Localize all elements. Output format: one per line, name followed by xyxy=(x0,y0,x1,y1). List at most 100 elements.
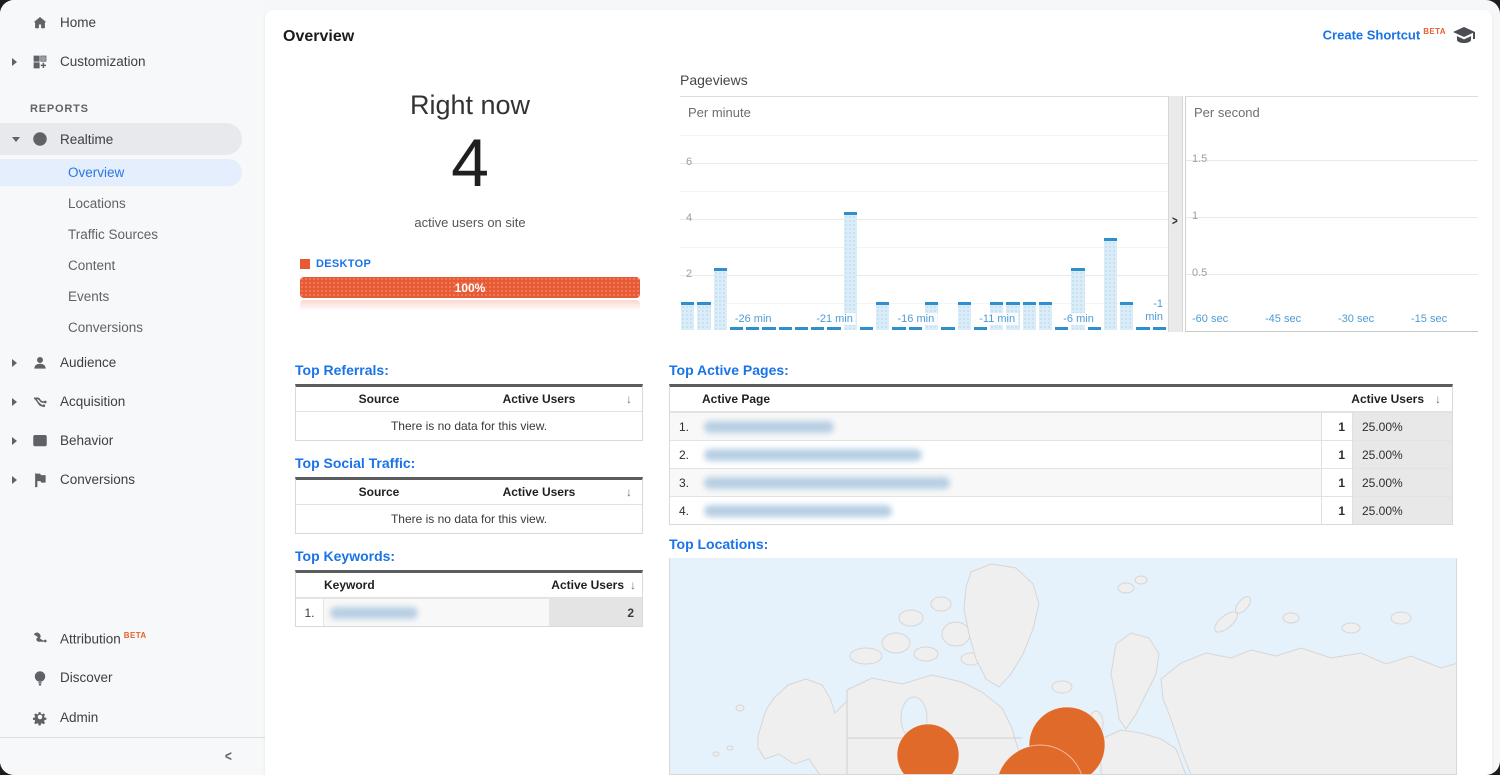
keyword-row[interactable]: 1. 2 xyxy=(296,598,642,626)
active-users-value: 1 xyxy=(1321,497,1353,524)
column-header-active-users[interactable]: Active Users xyxy=(502,392,576,406)
clock-icon xyxy=(30,129,50,149)
pageviews-bar xyxy=(827,327,841,330)
sidebar-item-attribution[interactable]: Attribution BETA xyxy=(0,619,265,659)
create-shortcut-link[interactable]: Create Shortcut BETA xyxy=(1322,27,1446,43)
pageviews-bar xyxy=(778,327,792,330)
gridline xyxy=(1186,217,1478,218)
x-axis-tick: -30 sec xyxy=(1338,313,1375,325)
row-rank: 4. xyxy=(678,503,689,518)
sidebar-bottom-nav: Attribution BETA Discover Admin xyxy=(0,619,265,738)
beta-badge: BETA xyxy=(123,630,147,640)
empty-table-message: There is no data for this view. xyxy=(390,419,548,433)
active-page-row[interactable]: 1. 1 25.00% xyxy=(670,412,1452,440)
active-page-row[interactable]: 3. 1 25.00% xyxy=(670,468,1452,496)
x-axis-tick: -15 sec xyxy=(1411,313,1448,325)
column-header-keyword[interactable]: Keyword xyxy=(324,578,375,592)
pageviews-bar xyxy=(941,327,955,330)
sidebar-item-behavior[interactable]: Behavior xyxy=(0,421,265,460)
desktop-legend-swatch xyxy=(300,259,310,269)
expand-chart-button[interactable]: > xyxy=(1168,96,1183,332)
top-active-pages-title: Top Active Pages: xyxy=(669,362,789,378)
x-axis-tick: -1 min xyxy=(1134,297,1166,325)
pageviews-bar xyxy=(892,327,906,330)
sort-descending-icon[interactable]: ↓ xyxy=(626,485,632,499)
device-legend: DESKTOP xyxy=(300,258,640,270)
gridline xyxy=(1186,160,1478,161)
pageviews-bar xyxy=(908,327,922,330)
sidebar-item-home[interactable]: Home xyxy=(0,3,265,42)
pageviews-bar xyxy=(762,327,776,330)
desktop-legend-label: DESKTOP xyxy=(316,258,372,270)
sidebar-item-content[interactable]: Content xyxy=(0,250,265,281)
active-page-row[interactable]: 4. 1 25.00% xyxy=(670,496,1452,524)
collapse-sidebar-button[interactable]: < xyxy=(225,748,233,765)
pageviews-bar xyxy=(1120,302,1134,330)
active-users-value: 1 xyxy=(1321,413,1353,440)
sidebar-item-conversions[interactable]: Conversions xyxy=(0,460,265,499)
pageviews-bar xyxy=(1103,237,1118,330)
active-users-count: 4 xyxy=(451,125,489,201)
sidebar-item-label: Events xyxy=(68,289,110,304)
graduation-cap-icon[interactable] xyxy=(1452,24,1476,48)
pageviews-bar xyxy=(859,327,874,330)
page-title: Overview xyxy=(283,28,355,45)
y-axis-tick: 2 xyxy=(686,267,693,280)
x-axis-tick: -60 sec xyxy=(1192,313,1229,325)
column-header-source[interactable]: Source xyxy=(358,485,400,499)
sidebar-item-events[interactable]: Events xyxy=(0,281,265,312)
pageviews-bar xyxy=(681,302,695,330)
active-users-percent: 25.00% xyxy=(1353,441,1452,468)
sort-descending-icon[interactable]: ↓ xyxy=(630,578,636,592)
sort-descending-icon[interactable]: ↓ xyxy=(626,392,632,406)
column-header-active-users[interactable]: Active Users xyxy=(551,578,624,592)
bulb-icon xyxy=(30,668,50,688)
sidebar-item-traffic-sources[interactable]: Traffic Sources xyxy=(0,219,265,250)
column-header-active-page[interactable]: Active Page xyxy=(702,392,771,406)
sidebar-item-label: Traffic Sources xyxy=(68,227,159,242)
sidebar-item-overview[interactable]: Overview xyxy=(0,157,265,188)
pageviews-bar xyxy=(811,327,825,330)
empty-table-message: There is no data for this view. xyxy=(390,512,548,526)
column-header-active-users[interactable]: Active Users xyxy=(1351,392,1424,406)
row-rank: 2. xyxy=(678,447,689,462)
top-keywords-widget: Top Keywords: Keyword Active Users ↓ 1. 2 xyxy=(295,548,643,627)
per-minute-label: Per minute xyxy=(688,105,751,120)
sidebar-item-label: Locations xyxy=(68,196,126,211)
sort-descending-icon[interactable]: ↓ xyxy=(1435,392,1441,406)
pageviews-bar xyxy=(843,212,857,330)
top-active-pages-widget: Top Active Pages: Active Page Active Use… xyxy=(669,362,1453,525)
sidebar-item-customization[interactable]: Customization xyxy=(0,42,265,81)
y-axis-tick: 6 xyxy=(686,155,693,168)
active-page-row[interactable]: 2. 1 25.00% xyxy=(670,440,1452,468)
x-axis-tick: -45 sec xyxy=(1265,313,1302,325)
pageviews-bar xyxy=(1087,327,1101,330)
right-now-title: Right now xyxy=(409,90,531,120)
sidebar-item-label: Customization xyxy=(60,54,146,69)
sidebar-item-locations[interactable]: Locations xyxy=(0,188,265,219)
x-axis-tick: -6 min xyxy=(1060,313,1097,325)
active-page-cell-blurred xyxy=(698,497,1321,524)
sidebar-item-audience[interactable]: Audience xyxy=(0,343,265,382)
pageviews-bar xyxy=(957,302,971,330)
column-header-source[interactable]: Source xyxy=(358,392,400,406)
pageviews-bar xyxy=(713,268,727,330)
top-locations-title: Top Locations: xyxy=(669,536,769,552)
sidebar-item-realtime[interactable]: Realtime xyxy=(0,121,265,157)
location-marker xyxy=(998,744,1082,774)
sidebar-item-admin[interactable]: Admin xyxy=(0,698,265,738)
column-header-active-users[interactable]: Active Users xyxy=(502,485,576,499)
sidebar-item-label: Content xyxy=(68,258,116,273)
pageviews-bar xyxy=(1055,327,1069,330)
row-rank: 1. xyxy=(296,599,324,626)
sidebar-item-discover[interactable]: Discover xyxy=(0,658,265,698)
sidebar: Home Customization REPORTS Realtime Overview… xyxy=(0,0,265,775)
x-axis-tick: -16 min xyxy=(894,313,938,325)
sidebar-item-label: Conversions xyxy=(60,472,136,487)
sidebar-item-label: Behavior xyxy=(60,433,114,448)
top-referrals-widget: Top Referrals: Source Active Users ↓ The… xyxy=(295,362,643,441)
sidebar-item-conversions[interactable]: Conversions xyxy=(0,312,265,343)
gridline xyxy=(680,163,1168,164)
sidebar-item-acquisition[interactable]: Acquisition xyxy=(0,382,265,421)
